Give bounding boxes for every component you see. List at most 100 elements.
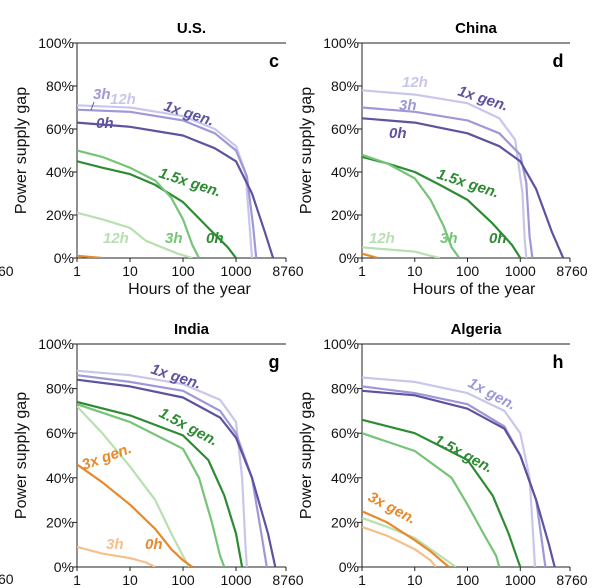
series-line-1-5x-gen-0h [362, 418, 522, 567]
x-tick-label: 8760 [556, 263, 587, 279]
series-annotation: 1x gen. [149, 361, 203, 393]
panel-letter: d [553, 51, 564, 71]
series-annotation: 3x gen. [80, 440, 134, 474]
y-tick-label: 0% [339, 250, 359, 266]
panel-letter: c [269, 51, 279, 71]
panel-letter: g [269, 352, 280, 372]
series-annotation: 1.5x gen. [156, 405, 221, 450]
y-tick-label: 40% [46, 164, 74, 180]
series-line-1x-gen-3h [362, 106, 534, 258]
series-annotation: 3h [440, 230, 458, 247]
y-tick-label: 100% [38, 336, 74, 352]
y-tick-label: 100% [38, 35, 74, 51]
y-tick-label: 40% [331, 164, 359, 180]
y-tick-label: 100% [323, 336, 359, 352]
x-tick-label: 100 [171, 572, 195, 588]
x-tick-label: 100 [456, 572, 480, 588]
x-tick-label: 1000 [220, 263, 251, 279]
panel-title: China [455, 20, 497, 37]
y-axis-label: Power supply gap [13, 392, 30, 519]
series-line-1-5x-gen-12h [362, 516, 457, 567]
x-tick-label: 8760 [272, 572, 303, 588]
series-line-3x-gen- [77, 254, 103, 258]
y-tick-label: 60% [46, 425, 74, 441]
series-group [362, 89, 565, 258]
x-tick-label: 1 [358, 572, 366, 588]
y-tick-label: 40% [46, 470, 74, 486]
series-line-1-5x-gen-3h [77, 149, 200, 258]
series-line-3x-gen-3h [362, 525, 437, 567]
series-line-1x-gen-3h [362, 385, 547, 567]
series-annotation: 3h [106, 536, 124, 553]
panel-us: 0% 20% 40% 60% 80% 100% 1 10 100 1000 8760 U.S. c Pow… [13, 20, 304, 298]
y-axis-label: Power supply gap [13, 87, 30, 214]
x-tick-label: 10 [407, 263, 423, 279]
panel-letter: h [553, 352, 564, 372]
series-annotation: 12h [110, 91, 136, 108]
y-axis-label: Power supply gap [298, 392, 315, 519]
y-tick-label: 60% [331, 121, 359, 137]
series-line-3x-gen-0h [77, 463, 194, 567]
series-line-1-5x-gen-3h [77, 403, 226, 567]
panel-title: India [174, 321, 210, 338]
series-line-1-5x-gen-3h [362, 153, 461, 258]
series-line-1x-gen-12h [362, 376, 537, 567]
y-tick-label: 80% [46, 381, 74, 397]
x-tick-label: 1000 [505, 572, 536, 588]
x-tick-label: 100 [456, 263, 480, 279]
series-annotation: 0h [145, 536, 163, 553]
y-tick-label: 20% [331, 514, 359, 530]
series-line-1x-gen-3h [77, 374, 268, 567]
y-tick-label: 80% [331, 78, 359, 94]
series-line-1x-gen-0h [77, 121, 275, 258]
series-line-1x-gen-0h [362, 389, 556, 567]
y-tick-label: 20% [331, 207, 359, 223]
series-group [77, 369, 277, 567]
y-tick-label: 0% [54, 559, 74, 575]
y-tick-label: 0% [339, 559, 359, 575]
panel-title: U.S. [177, 20, 206, 37]
series-annotation: 3h [165, 230, 183, 247]
series-annotation: 0h [96, 115, 114, 132]
x-tick-label: 10 [122, 263, 138, 279]
series-line-1x-gen-12h [362, 89, 528, 258]
series-line-1x-gen-12h [77, 369, 248, 567]
x-tick-label: 1000 [220, 572, 251, 588]
panel-china: 0% 20% 40% 60% 80% 100% 1 10 100 1000 8760 China d Po… [298, 20, 588, 298]
y-tick-label: 100% [323, 35, 359, 51]
y-tick-label: 60% [46, 121, 74, 137]
series-group [77, 104, 275, 258]
left-edge-fragment: 60 [0, 571, 14, 587]
x-tick-label: 1 [358, 263, 366, 279]
left-edge-fragment: 60 [0, 263, 14, 279]
x-tick-label: 10 [122, 572, 138, 588]
series-annotation: 0h [206, 230, 224, 247]
y-tick-label: 80% [331, 381, 359, 397]
x-tick-label: 100 [171, 263, 195, 279]
series-line-1x-gen-3h [77, 108, 258, 258]
y-tick-label: 0% [54, 250, 74, 266]
series-line-1-5x-gen-0h [77, 400, 244, 567]
y-axis-label: Power supply gap [298, 87, 315, 214]
series-annotation: 12h [369, 230, 395, 247]
series-line-3x-gen-3h [77, 545, 156, 567]
series-annotation: 0h [489, 230, 507, 247]
x-tick-label: 8760 [272, 263, 303, 279]
x-tick-label: 1000 [505, 263, 536, 279]
panel-title: Algeria [451, 321, 503, 338]
series-line-1-5x-gen-12h [362, 246, 441, 258]
y-tick-label: 20% [46, 514, 74, 530]
series-annotation: 1.5x gen. [157, 165, 223, 201]
series-line-3x-gen-0h [362, 510, 450, 567]
series-line-1x-gen-0h [77, 378, 277, 567]
series-line-1x-gen-12h [77, 104, 254, 258]
series-annotation: 3h [93, 86, 111, 103]
annotation-leader-line [90, 101, 95, 111]
x-tick-label: 10 [407, 572, 423, 588]
x-tick-label: 1 [73, 572, 81, 588]
x-tick-label: 1 [73, 263, 81, 279]
x-axis-label: Hours of the year [128, 281, 251, 298]
panel-algeria: 0% 20% 40% 60% 80% 100% 1 10 100 1000 8760 Algeria h… [298, 321, 588, 588]
series-line-1-5x-gen-0h [77, 160, 237, 258]
